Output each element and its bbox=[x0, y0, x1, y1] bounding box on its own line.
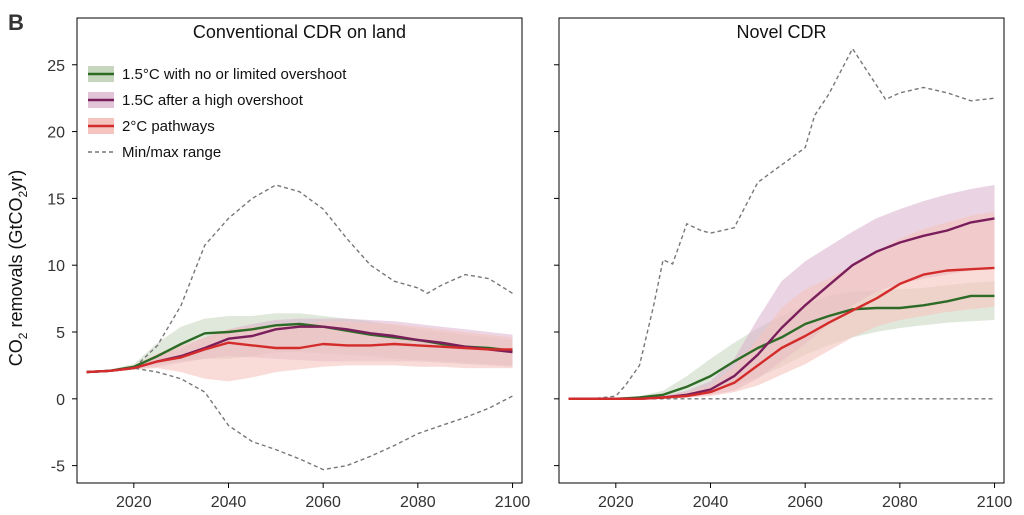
panel-label: B bbox=[8, 10, 24, 35]
x-tick-label: 2080 bbox=[400, 494, 436, 511]
x-tick-label: 2100 bbox=[977, 494, 1013, 511]
band-series-2 bbox=[86, 321, 513, 382]
x-tick-label: 2060 bbox=[787, 494, 823, 511]
legend-label-1: 1.5C after a high overshoot bbox=[122, 92, 304, 109]
max-range-line bbox=[86, 184, 513, 373]
panel-conventional-cdr: Conventional CDR on land 2020 2040 2060 2080… bbox=[47, 17, 531, 511]
line-series-2 bbox=[86, 341, 513, 374]
x-tick-label: 2020 bbox=[598, 494, 634, 511]
panel-title: Novel CDR bbox=[736, 22, 826, 42]
y-tick-label: -5 bbox=[51, 459, 65, 476]
legend-label-0: 1.5°C with no or limited overshoot bbox=[122, 66, 347, 83]
legend-label-2: 2°C pathways bbox=[122, 118, 215, 135]
plot-frame bbox=[76, 17, 523, 484]
line-series-0 bbox=[568, 294, 995, 400]
x-tick-label: 2060 bbox=[305, 494, 341, 511]
y-tick-label: 10 bbox=[47, 258, 65, 275]
x-tick-label: 2100 bbox=[495, 494, 531, 511]
y-axis-label: CO2 removals (GtCO2yr) bbox=[6, 170, 30, 366]
y-tick-label: 25 bbox=[47, 58, 65, 75]
band-series-2 bbox=[568, 211, 995, 399]
x-tick-label: 2040 bbox=[211, 494, 247, 511]
panel-novel-cdr: Novel CDR 2020 2040 2060 2080 2100 bbox=[554, 17, 1013, 511]
y-tick-label: 0 bbox=[56, 392, 65, 409]
min-range-line bbox=[86, 367, 513, 471]
panel-title: Conventional CDR on land bbox=[193, 22, 406, 42]
line-series-0 bbox=[86, 322, 513, 374]
y-tick-label: 15 bbox=[47, 191, 65, 208]
band-series-1 bbox=[568, 185, 995, 399]
legend-label-3: Min/max range bbox=[122, 144, 221, 161]
y-tick-label: 5 bbox=[56, 325, 65, 342]
x-tick-label: 2020 bbox=[116, 494, 152, 511]
y-tick-label: 20 bbox=[47, 125, 65, 142]
x-tick-label: 2040 bbox=[693, 494, 729, 511]
max-range-line bbox=[568, 47, 995, 400]
line-series-2 bbox=[568, 266, 995, 400]
plot-frame bbox=[558, 17, 1005, 484]
legend: 1.5°C with no or limited overshoot 1.5C a… bbox=[88, 66, 347, 161]
x-tick-label: 2080 bbox=[882, 494, 918, 511]
